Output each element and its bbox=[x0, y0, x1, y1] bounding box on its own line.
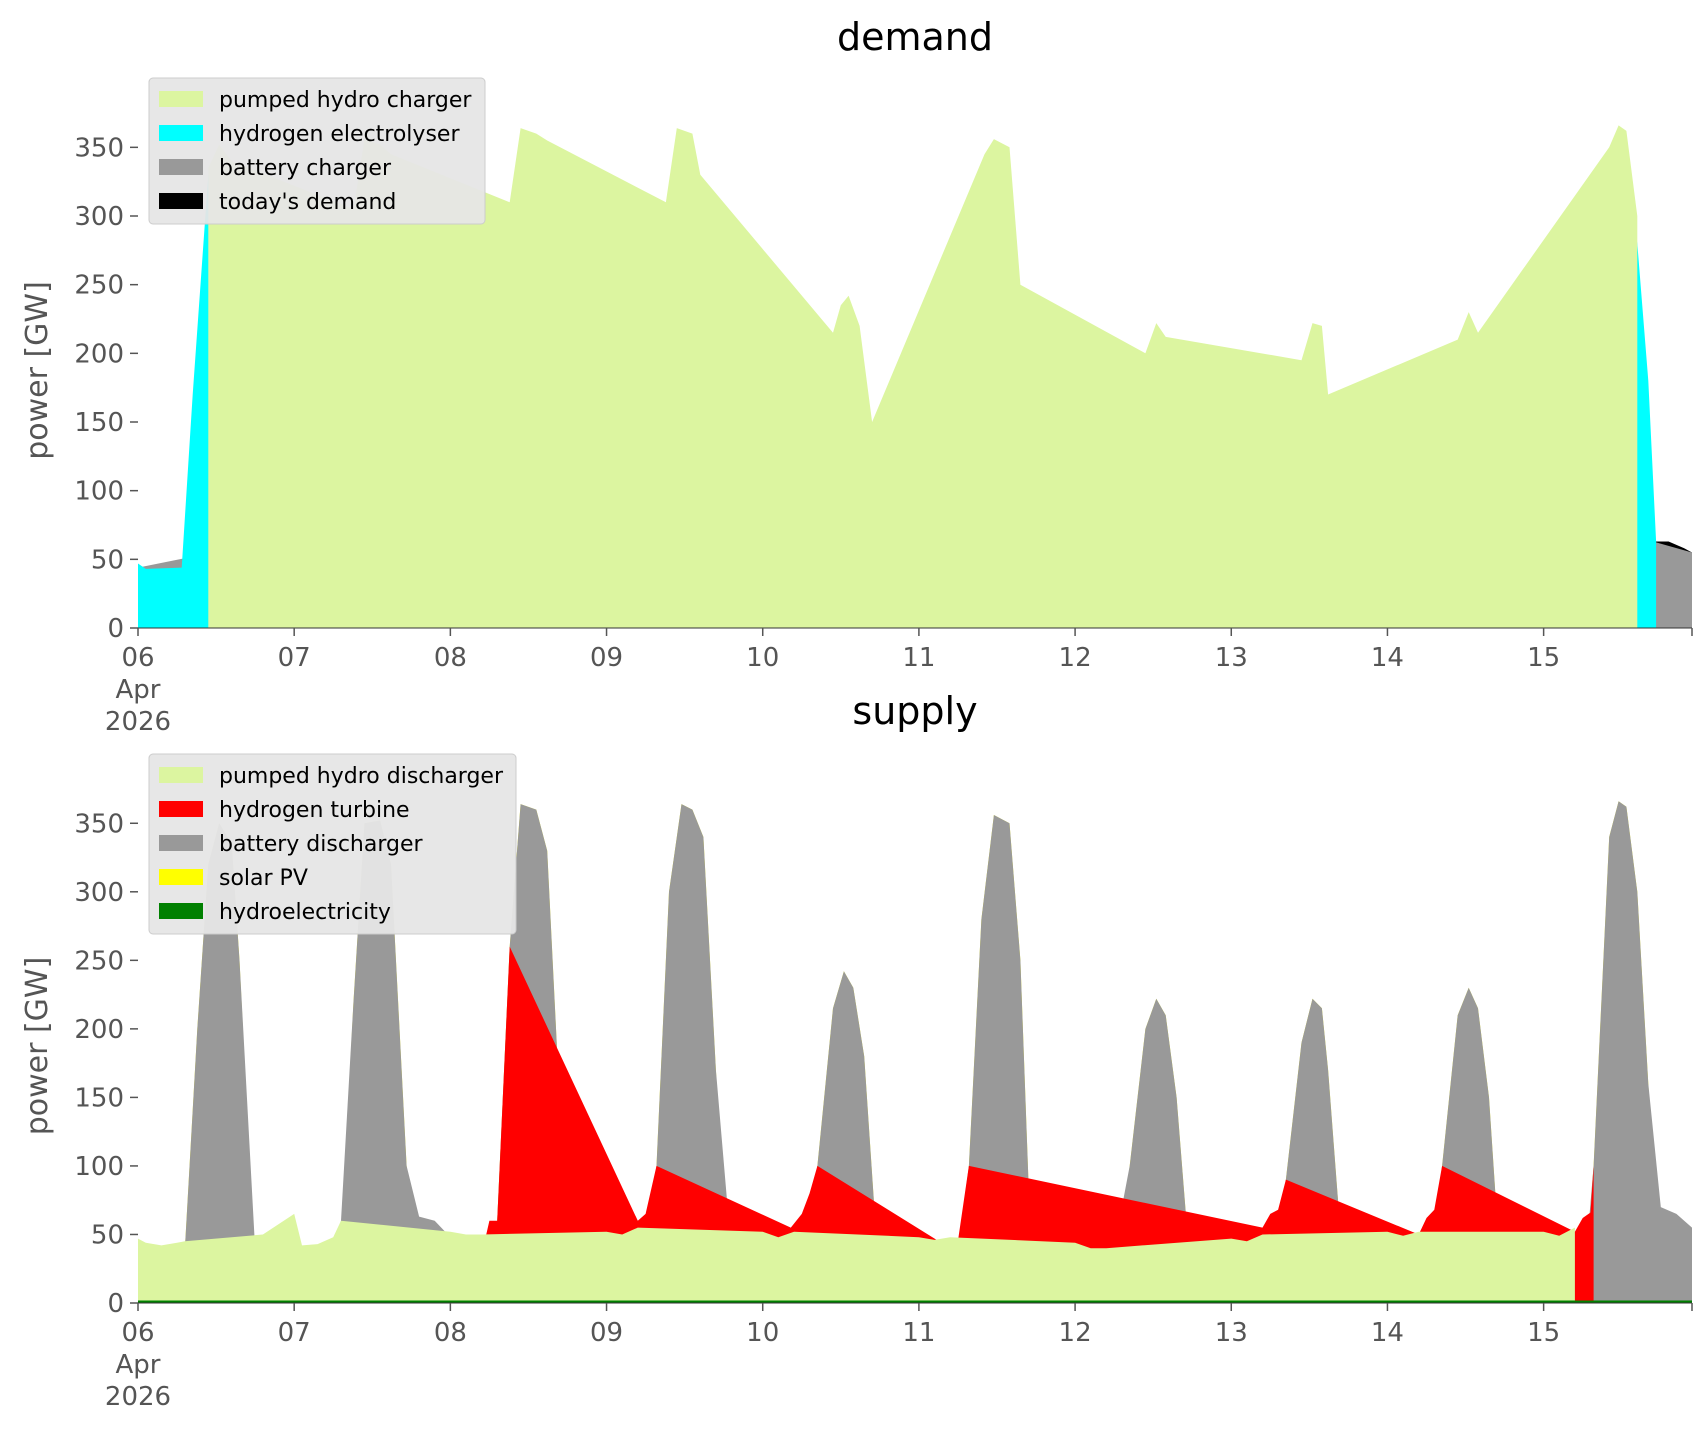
x-tick-label: Apr bbox=[116, 1350, 161, 1380]
y-tick-label: 200 bbox=[74, 339, 124, 369]
area-series-pumped-hydro-discharger bbox=[138, 1213, 1575, 1303]
legend-swatch-battery-discharger bbox=[159, 835, 203, 851]
x-tick-label: Apr bbox=[116, 675, 161, 705]
area-series-pumped-hydro-charger bbox=[208, 125, 1638, 629]
area-series-hydrogen-turbine bbox=[484, 946, 1594, 1303]
chart-title: demand bbox=[837, 15, 993, 59]
chart-title: supply bbox=[852, 689, 977, 733]
x-tick-label: 06 bbox=[121, 1318, 154, 1348]
y-tick-label: 50 bbox=[91, 1220, 124, 1250]
y-tick-label: 150 bbox=[74, 1083, 124, 1113]
x-tick-label: 11 bbox=[902, 643, 935, 673]
legend-label-battery-charger: battery charger bbox=[219, 156, 392, 181]
y-tick-label: 300 bbox=[74, 202, 124, 232]
legend-swatch-hydroelectricity bbox=[159, 903, 203, 919]
x-tick-label: 09 bbox=[590, 1318, 623, 1348]
y-tick-label: 300 bbox=[74, 878, 124, 908]
y-axis-label: power [GW] bbox=[20, 957, 55, 1136]
supply-panel: supply power [GW] 0 50 100 150 200 250 300 350 06A… bbox=[20, 689, 1693, 1412]
y-tick-label: 0 bbox=[107, 1289, 124, 1319]
legend-label-pumped-hydro-discharger: pumped hydro discharger bbox=[219, 764, 504, 789]
legend-swatch-today-s-demand bbox=[159, 193, 203, 209]
y-axis-label: power [GW] bbox=[20, 281, 55, 460]
legend-swatch-solar-pv bbox=[159, 869, 203, 885]
y-tick-label: 150 bbox=[74, 408, 124, 438]
x-tick-label: 2026 bbox=[105, 1382, 171, 1412]
x-tick-label: 09 bbox=[590, 643, 623, 673]
legend-label-battery-discharger: battery discharger bbox=[219, 832, 424, 857]
legend-label-hydroelectricity: hydroelectricity bbox=[219, 900, 391, 925]
legend-box bbox=[148, 77, 486, 225]
x-tick-label: 12 bbox=[1059, 1318, 1092, 1348]
x-tick-label: 10 bbox=[746, 643, 779, 673]
x-tick-label: 11 bbox=[902, 1318, 935, 1348]
x-tick-label: 08 bbox=[434, 643, 467, 673]
y-tick-label: 50 bbox=[91, 545, 124, 575]
legend-swatch-battery-charger bbox=[159, 159, 203, 175]
x-tick-label: 10 bbox=[746, 1318, 779, 1348]
y-tick-label: 100 bbox=[74, 1152, 124, 1182]
legend: pumped hydro charger hydrogen electrolyse… bbox=[148, 77, 486, 225]
x-tick-label: 14 bbox=[1371, 1318, 1404, 1348]
y-tick-label: 0 bbox=[107, 614, 124, 644]
legend-box bbox=[148, 753, 517, 935]
legend-label-today-s-demand: today's demand bbox=[219, 190, 396, 215]
legend-swatch-hydrogen-turbine bbox=[159, 801, 203, 817]
legend-swatch-pumped-hydro-charger bbox=[159, 91, 203, 107]
y-tick-label: 200 bbox=[74, 1015, 124, 1045]
y-tick-label: 250 bbox=[74, 271, 124, 301]
legend-label-pumped-hydro-charger: pumped hydro charger bbox=[219, 88, 472, 113]
x-tick-label: 06 bbox=[121, 643, 154, 673]
x-tick-label: 2026 bbox=[105, 707, 171, 737]
x-tick-label: 08 bbox=[434, 1318, 467, 1348]
x-tick-label: 07 bbox=[278, 1318, 311, 1348]
y-tick-label: 350 bbox=[74, 809, 124, 839]
x-tick-label: 13 bbox=[1215, 1318, 1248, 1348]
legend-swatch-hydrogen-electrolyser bbox=[159, 125, 203, 141]
legend-label-hydrogen-turbine: hydrogen turbine bbox=[219, 798, 410, 823]
x-tick-label: 12 bbox=[1059, 643, 1092, 673]
y-tick-label: 350 bbox=[74, 133, 124, 163]
x-tick-label: 07 bbox=[278, 643, 311, 673]
x-tick-label: 14 bbox=[1371, 643, 1404, 673]
x-tick-label: 13 bbox=[1215, 643, 1248, 673]
x-tick-label: 15 bbox=[1527, 1318, 1560, 1348]
y-tick-label: 250 bbox=[74, 946, 124, 976]
legend-label-hydrogen-electrolyser: hydrogen electrolyser bbox=[219, 122, 460, 147]
x-tick-label: 15 bbox=[1527, 643, 1560, 673]
y-tick-label: 100 bbox=[74, 477, 124, 507]
legend-label-solar-pv: solar PV bbox=[219, 866, 308, 891]
legend-swatch-pumped-hydro-discharger bbox=[159, 767, 203, 783]
demand-panel: demand power [GW] 0 50 100 150 200 250 300 350 06A… bbox=[20, 15, 1693, 737]
legend: pumped hydro discharger hydrogen turbine b… bbox=[148, 753, 517, 935]
